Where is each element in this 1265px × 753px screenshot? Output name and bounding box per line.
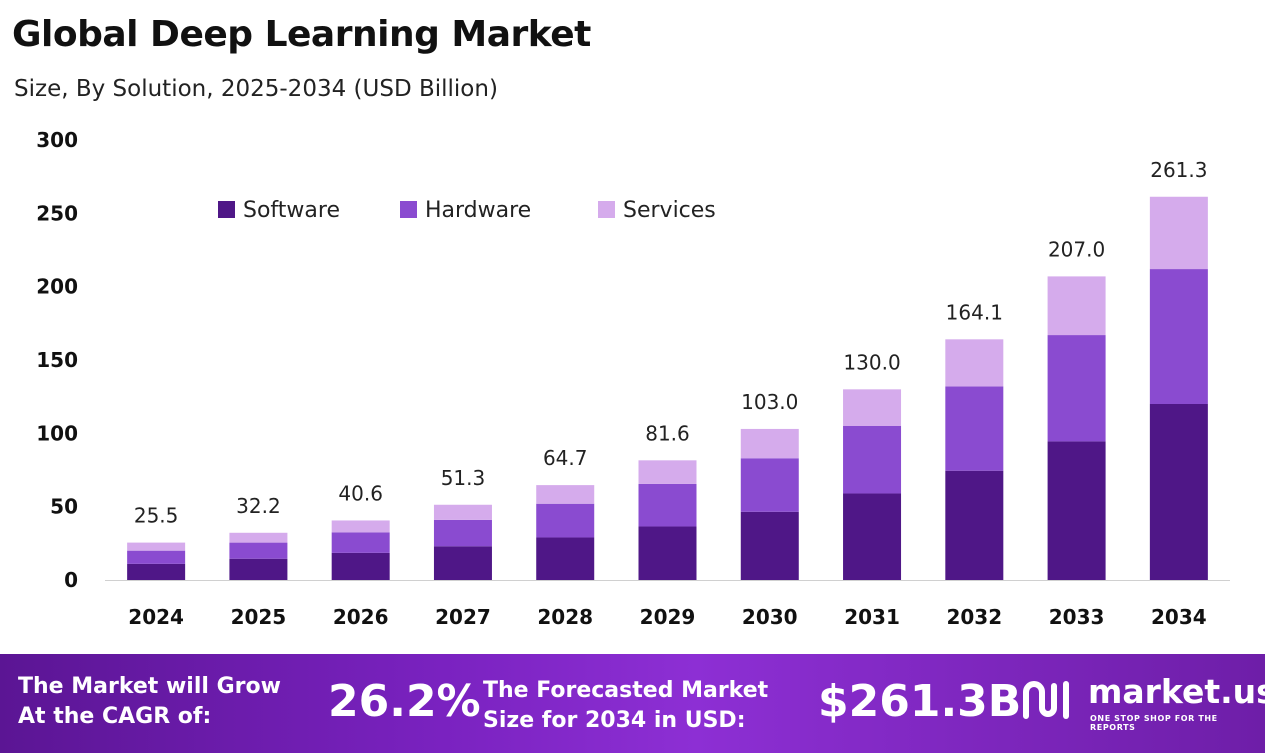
market-us-logo-icon [1023, 681, 1069, 719]
bar-segment-software [638, 526, 697, 580]
x-tick-label: 2031 [844, 605, 900, 629]
stacked-bar-chart: 0 50 100 150 200 250 300 25.5 2024 32.2 2025 40.6 20… [36, 128, 1230, 629]
chart-subtitle: Size, By Solution, 2025-2034 (USD Billio… [14, 76, 498, 102]
legend-label-hardware: Hardware [425, 198, 531, 223]
bar-segment-services [433, 504, 492, 520]
bar-segment-services [229, 532, 288, 543]
y-tick-label: 300 [36, 128, 78, 152]
total-value-label: 51.3 [441, 466, 486, 490]
forecast-value: $261.3B [818, 676, 1022, 727]
total-value-label: 64.7 [543, 446, 588, 470]
footer-banner: The Market will Grow At the CAGR of: 26.… [0, 654, 1265, 753]
chart-title: Global Deep Learning Market [12, 14, 591, 55]
bar-segment-services [1149, 196, 1208, 270]
legend-label-services: Services [623, 198, 716, 223]
logo-name: market.us [1088, 672, 1265, 711]
bar-segment-services [740, 428, 799, 459]
total-value-label: 207.0 [1048, 237, 1105, 261]
bar-segment-software [536, 537, 595, 580]
bar-segment-software [433, 546, 492, 580]
bar-segment-hardware [229, 542, 288, 559]
bar-segment-services [843, 389, 902, 426]
bar-segment-hardware [843, 426, 902, 494]
bar-segment-hardware [433, 519, 492, 547]
total-value-label: 103.0 [741, 390, 798, 414]
legend-swatch-hardware [400, 201, 417, 218]
total-value-label: 130.0 [843, 350, 900, 374]
bar-segment-software [740, 511, 799, 580]
y-tick-label: 250 [36, 201, 78, 225]
x-tick-label: 2033 [1049, 605, 1105, 629]
y-tick-label: 100 [36, 421, 78, 445]
bar-segment-software [1047, 441, 1106, 580]
cagr-label-line1: The Market will Grow [18, 674, 281, 699]
bar-segment-hardware [331, 532, 390, 553]
x-tick-label: 2029 [640, 605, 696, 629]
y-tick-label: 50 [50, 495, 78, 519]
legend-label-software: Software [243, 198, 340, 223]
forecast-label-line1: The Forecasted Market [483, 678, 769, 703]
total-value-label: 81.6 [645, 421, 690, 445]
bar-segment-hardware [945, 386, 1004, 471]
legend-swatch-services [598, 201, 615, 218]
bar-segment-hardware [536, 503, 595, 538]
bar-segment-hardware [127, 550, 186, 564]
x-tick-label: 2025 [231, 605, 287, 629]
bar-segment-software [843, 493, 902, 580]
bar-segment-services [638, 460, 697, 484]
bar-segment-software [1149, 404, 1208, 580]
bar-segment-hardware [1047, 335, 1106, 442]
cagr-value: 26.2% [328, 676, 481, 727]
total-value-label: 261.3 [1150, 158, 1207, 182]
forecast-label-line2: Size for 2034 in USD: [483, 708, 746, 733]
x-tick-label: 2030 [742, 605, 798, 629]
bar-segment-software [127, 563, 186, 580]
bar-segment-hardware [1149, 269, 1208, 404]
legend-swatch-software [218, 201, 235, 218]
bar-segment-services [331, 520, 390, 533]
bar-segment-software [331, 552, 390, 580]
logo-tagline: ONE STOP SHOP FOR THE REPORTS [1090, 714, 1218, 732]
bar-segment-hardware [740, 458, 799, 512]
y-tick-label: 200 [36, 275, 78, 299]
bar-segment-services [536, 485, 595, 504]
x-tick-label: 2028 [537, 605, 593, 629]
total-value-label: 25.5 [134, 504, 179, 528]
x-tick-label: 2027 [435, 605, 491, 629]
x-tick-label: 2024 [128, 605, 184, 629]
bar-segment-software [945, 470, 1004, 580]
y-tick-label: 0 [64, 568, 78, 592]
y-tick-label: 150 [36, 348, 78, 372]
total-value-label: 164.1 [946, 300, 1003, 324]
bar-segment-software [229, 558, 288, 580]
x-tick-label: 2032 [946, 605, 1002, 629]
cagr-label-line2: At the CAGR of: [18, 704, 212, 729]
total-value-label: 32.2 [236, 494, 281, 518]
x-tick-label: 2026 [333, 605, 389, 629]
x-tick-label: 2034 [1151, 605, 1207, 629]
bar-segment-services [127, 542, 186, 551]
bar-segment-hardware [638, 483, 697, 527]
bar-segment-services [1047, 276, 1106, 336]
bar-segment-services [945, 339, 1004, 387]
total-value-label: 40.6 [338, 481, 383, 505]
